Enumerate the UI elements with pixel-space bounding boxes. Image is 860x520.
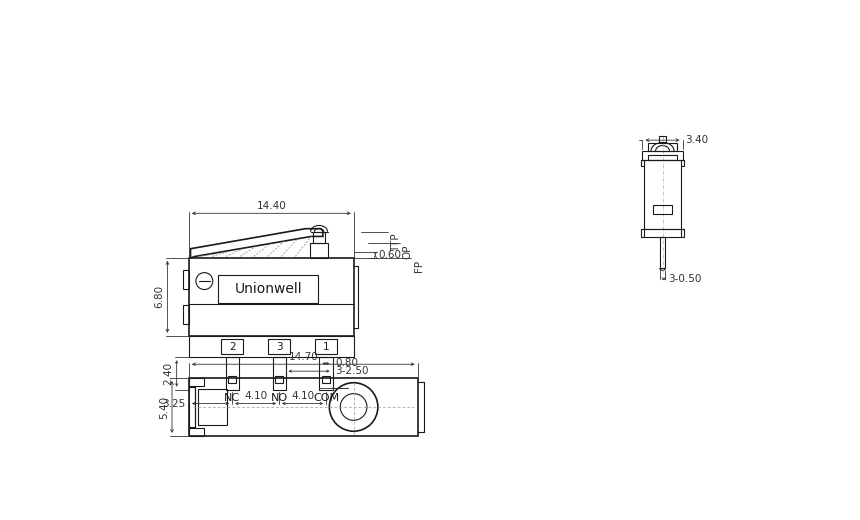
- Text: 2.40: 2.40: [163, 362, 174, 385]
- Text: 3.40: 3.40: [685, 135, 709, 145]
- Text: 3: 3: [276, 342, 282, 352]
- Bar: [225, 357, 238, 389]
- Text: 14.40: 14.40: [256, 201, 286, 211]
- Bar: [198, 389, 227, 425]
- Text: OP: OP: [402, 244, 412, 258]
- Bar: [660, 136, 666, 142]
- Text: 3-0.50: 3-0.50: [668, 274, 702, 284]
- Bar: [319, 357, 333, 389]
- Text: TTP: TTP: [390, 233, 401, 252]
- Bar: [316, 339, 337, 354]
- Bar: [189, 378, 205, 386]
- Bar: [648, 143, 677, 151]
- Bar: [641, 229, 684, 237]
- Text: COM: COM: [313, 393, 339, 402]
- Bar: [322, 376, 330, 383]
- Bar: [189, 378, 418, 436]
- Bar: [189, 428, 205, 436]
- Text: 0.60: 0.60: [378, 250, 402, 260]
- Bar: [189, 336, 353, 357]
- Text: 4.10: 4.10: [244, 391, 267, 401]
- Bar: [310, 242, 329, 258]
- Text: Unionwell: Unionwell: [235, 282, 302, 296]
- Text: 1: 1: [322, 342, 329, 352]
- Bar: [189, 387, 195, 427]
- Text: 3.25: 3.25: [163, 398, 186, 409]
- Bar: [221, 339, 243, 354]
- Text: NO: NO: [271, 393, 287, 402]
- Bar: [644, 160, 681, 229]
- Bar: [313, 232, 325, 242]
- Bar: [642, 151, 683, 160]
- Bar: [218, 275, 318, 303]
- Bar: [654, 205, 672, 214]
- Bar: [268, 339, 290, 354]
- Text: 3-2.50: 3-2.50: [335, 366, 368, 376]
- Bar: [275, 376, 283, 383]
- Bar: [183, 305, 189, 324]
- Bar: [183, 269, 189, 289]
- Text: 2: 2: [229, 342, 236, 352]
- Text: 0.80: 0.80: [335, 358, 358, 369]
- Bar: [189, 258, 353, 336]
- Bar: [273, 357, 286, 389]
- Bar: [660, 237, 665, 268]
- Text: 4.10: 4.10: [291, 391, 314, 401]
- Text: FP: FP: [414, 259, 424, 271]
- Bar: [228, 376, 236, 383]
- Bar: [648, 154, 677, 160]
- Text: NC: NC: [224, 393, 240, 402]
- Text: 6.80: 6.80: [154, 285, 164, 308]
- Text: 14.70: 14.70: [288, 352, 318, 362]
- Text: 5.40: 5.40: [159, 395, 169, 419]
